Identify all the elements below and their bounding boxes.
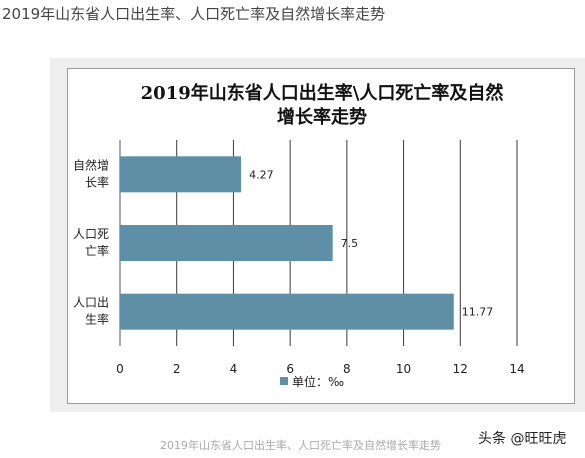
x-tick-label: 10 — [396, 362, 411, 376]
data-label: 7.5 — [341, 237, 359, 250]
chart-title: 2019年山东省人口出生率\人口死亡率及自然 增长率走势 — [68, 82, 576, 130]
category-label: 亡率 — [85, 243, 109, 258]
image-caption: 2019年山东省人口出生率、人口死亡率及自然增长率走势 — [160, 439, 441, 452]
x-tick-label: 0 — [116, 362, 124, 376]
bar — [120, 225, 333, 261]
bar — [120, 156, 242, 193]
x-tick-label: 12 — [453, 362, 468, 376]
category-label: 人口死 — [73, 227, 109, 241]
chart-title-line-2: 增长率走势 — [277, 107, 367, 128]
chart-title-line-1: 2019年山东省人口出生率\人口死亡率及自然 — [140, 83, 504, 104]
watermark: 头条 @旺旺虎 — [478, 431, 567, 447]
x-tick-label: 14 — [509, 362, 524, 376]
category-label: 人口出 — [73, 296, 109, 310]
legend-label: 单位：‰ — [292, 374, 344, 389]
x-tick-label: 2 — [173, 362, 181, 376]
category-label: 长率 — [85, 174, 109, 189]
category-label: 自然增 — [73, 157, 109, 172]
category-label: 生率 — [85, 312, 109, 327]
legend-swatch — [280, 377, 288, 385]
x-tick-label: 8 — [343, 362, 351, 376]
bar — [120, 293, 454, 330]
data-label: 11.77 — [462, 306, 494, 319]
data-label: 4.27 — [249, 168, 274, 181]
x-tick-label: 6 — [286, 362, 294, 376]
page-heading: 2019年山东省人口出生率、人口死亡率及自然增长率走势 — [2, 5, 386, 23]
x-tick-label: 4 — [230, 362, 238, 376]
